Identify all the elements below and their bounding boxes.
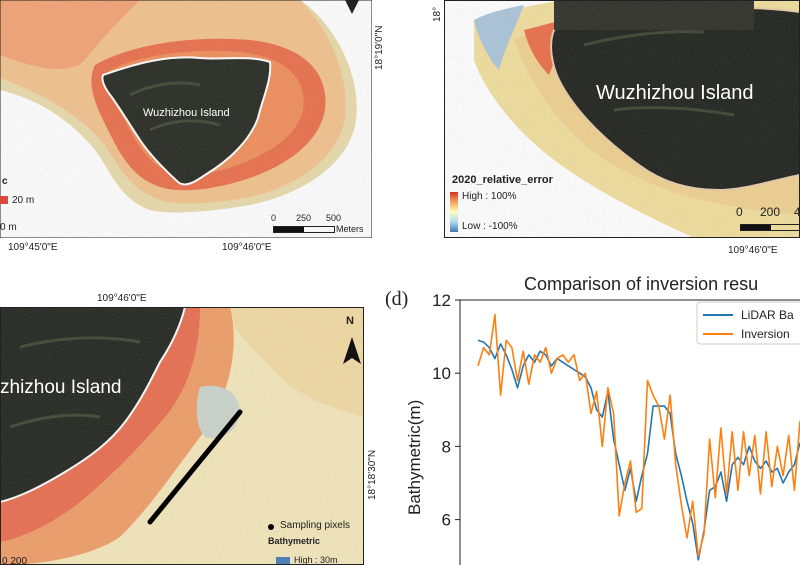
- lat-label-b: 18°: [432, 6, 443, 22]
- scale-unit-a: Meters: [336, 224, 364, 234]
- lat-label-c: 18°18'30"N: [367, 449, 378, 500]
- sampling-line: [147, 409, 243, 525]
- legend-title-b: 2020_relative_error: [452, 174, 553, 186]
- legend-label-lidar: LiDAR Ba: [741, 308, 794, 322]
- legend-swatch-high-a: [0, 196, 8, 204]
- legend-label-inversion: Inversion: [741, 327, 790, 341]
- panel-b-map-image: [444, 0, 800, 238]
- legend-high-c: High : 30m: [294, 555, 338, 565]
- island-label-a: Wuzhizhou Island: [143, 107, 230, 119]
- panel-a-map-image: [0, 0, 372, 238]
- panel-c-map-image: [0, 307, 364, 565]
- scale-tick-a-1: 250: [296, 213, 312, 223]
- lon-label-b: 109°46'0"E: [728, 245, 778, 256]
- legend-low-b: Low : -100%: [462, 221, 518, 232]
- lon-label-a-1: 109°46'0"E: [222, 242, 272, 253]
- panel-a-map: Wuzhizhou Island c 20 m 0 m 0 250 500 Me…: [0, 0, 372, 238]
- island-label-c: zhizhou Island: [0, 377, 122, 398]
- panel-c-map: zhizhou Island N Sampling pixels Bathyme…: [0, 307, 364, 565]
- legend-swatch-high-c: [276, 557, 290, 564]
- lat-label-a: 18°19'0"N: [374, 25, 385, 71]
- y-tick-label-0: 6: [442, 511, 451, 530]
- scale-tick-a-0: 0: [271, 213, 277, 223]
- scale-bar-b: [740, 224, 800, 231]
- legend-low-a: 0 m: [0, 222, 17, 233]
- north-arrow-icon: [343, 337, 361, 364]
- lon-label-c: 109°46'0"E: [97, 293, 147, 304]
- legend-title-c: Bathymetric: [268, 536, 321, 546]
- scale-bar-a: [273, 226, 335, 233]
- scale-tick-a-2: 500: [326, 213, 342, 223]
- legend-dot-icon: [268, 524, 274, 530]
- scale-tick-b-2: 4: [794, 205, 800, 219]
- legend-box: [696, 301, 800, 345]
- scale-partial-c: 0 200: [2, 556, 28, 565]
- legend-sampling-c: Sampling pixels: [280, 520, 351, 531]
- panel-d-label: (d): [385, 288, 409, 310]
- y-tick-label-3: 12: [432, 291, 451, 310]
- scale-tick-b-1: 200: [760, 205, 781, 219]
- scale-tick-b-0: 0: [736, 205, 743, 219]
- series-line-inversion: [477, 313, 800, 558]
- chart-title: Comparison of inversion resu: [524, 274, 758, 294]
- legend-partial-a: c: [2, 176, 8, 187]
- series-line-lidar: [477, 339, 800, 561]
- north-label-c: N: [346, 315, 354, 327]
- legend-high-b: High : 100%: [462, 191, 517, 202]
- lon-label-a-0: 109°45'0"E: [8, 242, 58, 253]
- y-tick-label-1: 8: [442, 437, 451, 456]
- y-tick-label-2: 10: [432, 364, 451, 383]
- legend-high-a: 20 m: [12, 195, 35, 206]
- y-axis-label: Bathymetric(m): [405, 400, 424, 515]
- panel-b-map: Wuzhizhou Island 2020_relative_error Hig…: [444, 0, 800, 238]
- island-label-b: Wuzhizhou Island: [596, 82, 754, 104]
- legend-gradient-b: [450, 192, 458, 232]
